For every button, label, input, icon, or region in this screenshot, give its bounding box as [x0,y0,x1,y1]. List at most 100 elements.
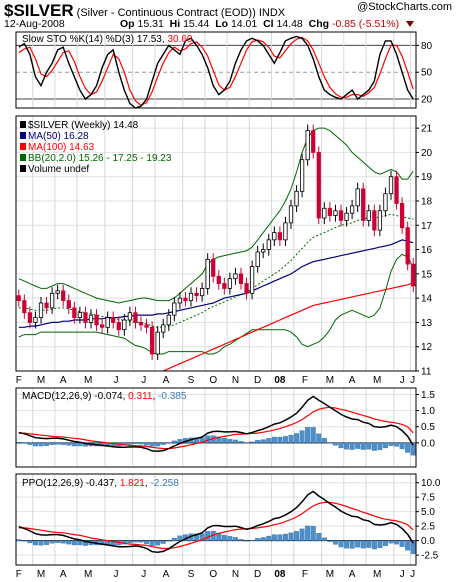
macd-histogram-bar [338,442,344,449]
candle-down [44,302,49,309]
x-axis-label: J [141,569,146,580]
macd-legend-signal: 0.311 [128,391,153,402]
candle-up [177,297,183,304]
x-axis-label: F [16,375,22,386]
candle-up [249,266,255,294]
close-value: 14.48 [276,18,303,30]
ppo-histogram-bar [388,540,394,544]
ppo-histogram-bar [371,540,377,550]
macd-histogram-bar [299,430,305,443]
ppo-legend-prefix: PPO(12,26,9) -0.437, [22,478,120,489]
ppo-y-tick-label: 5.0 [421,507,435,518]
candle-down [194,292,199,297]
x-axis-label: 08 [274,375,286,386]
ppo-histogram-bar [44,540,50,545]
macd-histogram-bar [60,442,66,445]
candle-up [77,312,83,318]
candle-up [355,188,360,207]
price-y-tick-label: 19 [421,172,433,183]
ppo-histogram-bar [249,539,255,541]
x-axis-label: J [400,375,405,386]
ppo-histogram-bar [155,540,161,546]
ppo-line [18,490,414,553]
macd-histogram-bar [366,442,372,450]
candle-down [211,258,216,277]
price-y-tick-label: 20 [421,148,433,159]
legend-swatch [20,154,26,161]
candle-down [111,317,116,323]
ppo-histogram-bar [382,540,388,547]
x-axis-label: O [209,569,217,580]
x-axis-label: M [373,569,381,580]
ppo-histogram-bar [177,535,183,541]
x-axis-label: M [326,569,334,580]
candle-down [311,130,316,153]
ppo-histogram-bar [288,532,294,541]
x-axis-label: A [163,569,170,580]
legend-swatch [20,165,26,172]
ppo-legend: PPO(12,26,9) -0.437, 1.821, -2.258 [22,478,179,489]
macd-histogram-bar [27,442,33,445]
macd-histogram-bar [144,442,150,446]
ppo-histogram-bar [127,540,133,544]
ppo-histogram-bar [310,526,316,541]
macd-y-tick-label: 0.5 [421,422,435,433]
candle-down [61,290,66,301]
stochastic-k-line [18,35,414,109]
candle-up [38,302,44,318]
macd-histogram-bar [149,442,155,447]
macd-histogram-bar [266,438,272,443]
macd-histogram-bar [294,433,300,443]
ppo-legend-sep: , [145,478,151,489]
macd-histogram-bar [221,438,227,443]
x-axis-label: M [326,375,334,386]
ppo-histogram-bar [110,540,116,546]
stochastic-panel-frame [15,31,417,109]
x-axis-label: D [254,569,261,580]
ppo-histogram-bar [355,540,361,548]
macd-histogram-bar [321,438,327,443]
candle-up [388,176,394,195]
candle-up [344,212,349,221]
candle-up [299,159,305,192]
candle-down [133,312,138,323]
price-y-tick-label: 14 [421,294,433,305]
ppo-histogram-bar [66,540,72,545]
candle-up [105,317,110,328]
candle-up [166,314,171,326]
candle-down [66,300,71,309]
ppo-histogram-bar [227,536,233,541]
macd-histogram-bar [405,442,411,453]
macd-panel-frame [15,387,417,468]
candle-up [349,205,355,214]
macd-y-tick-label: 1.5 [421,390,435,401]
macd-histogram-bar [360,442,366,450]
candle-up [288,205,294,224]
ppo-histogram-bar [266,535,272,541]
ppo-histogram-bar [377,540,383,549]
ppo-histogram-bar [299,528,305,541]
ppo-histogram-bar [38,540,44,546]
stochastic-legend: Slow STO %K(14) %D(3) 17.53, 30.60 [22,34,193,45]
ppo-histogram-bar [82,540,88,546]
x-axis-label: J [400,569,405,580]
ppo-histogram-bar [160,540,166,544]
x-axis-label: S [188,569,195,580]
macd-histogram-bar [66,442,72,446]
ppo-signal-line [18,501,414,550]
macd-histogram-bar [132,442,138,444]
x-axis-label: M [373,375,381,386]
macd-histogram-bar [155,442,161,447]
candle-up [88,314,94,323]
candle-down [222,283,227,289]
ppo-histogram-bar [255,538,261,541]
ppo-histogram-bar [332,540,338,545]
high-label: Hi [169,18,181,30]
price-y-tick-label: 11 [421,367,432,378]
candle-down [338,210,344,221]
candle-up [172,302,177,316]
ppo-histogram-bar [149,540,155,546]
candle-down [27,312,33,323]
open-value: 15.31 [137,18,164,30]
candle-up [294,190,299,207]
